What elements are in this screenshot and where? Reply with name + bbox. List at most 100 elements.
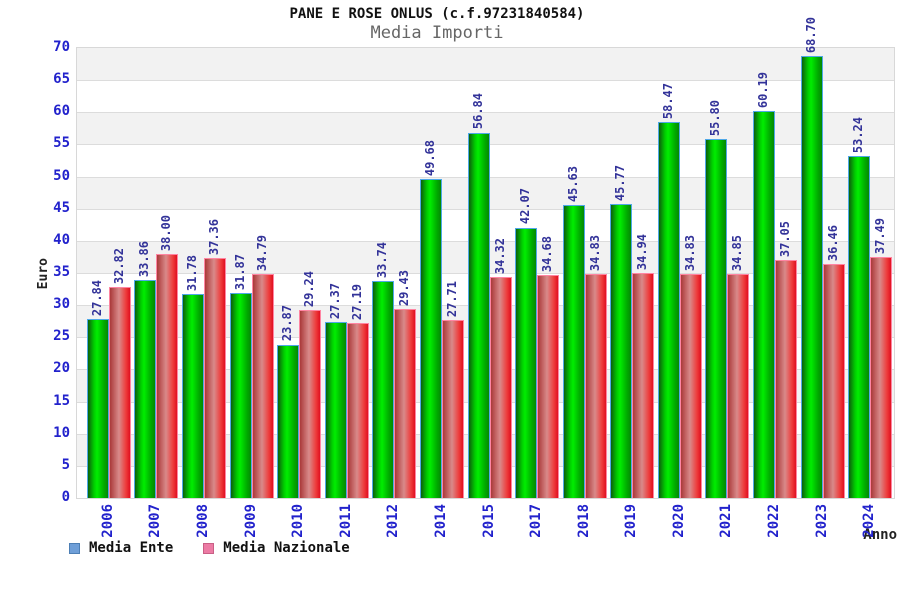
bar-value-label: 31.87: [232, 254, 247, 291]
x-tick-label: 2024: [861, 504, 878, 538]
legend-label-media-ente: Media Ente: [89, 540, 174, 556]
bar-value-label: 34.79: [254, 235, 269, 272]
x-tick-label: 2023: [813, 504, 830, 538]
y-tick-label: 40: [53, 231, 70, 248]
bar-value-label: 29.24: [302, 270, 317, 308]
y-tick-label: 20: [53, 360, 70, 377]
x-tick-label: 2006: [99, 504, 116, 538]
bar-media-nazionale: [108, 287, 131, 498]
bar-value-label: 27.71: [444, 280, 459, 317]
x-tick-label: 2018: [575, 504, 592, 538]
bar-media-ente: [229, 293, 252, 498]
bar-media-nazionale: [537, 275, 560, 498]
bar-value-label: 29.43: [397, 269, 412, 306]
bar-media-nazionale: [584, 274, 607, 498]
bar-media-nazionale: [727, 273, 750, 498]
bar-media-ente: [515, 227, 538, 498]
bar-value-label: 27.37: [327, 282, 342, 320]
x-tick-label: 2017: [528, 504, 545, 538]
bar-media-nazionale: [346, 323, 369, 498]
y-tick-label: 50: [53, 167, 70, 184]
x-tick-label: 2022: [766, 504, 783, 538]
x-tick-label: 2009: [242, 504, 259, 538]
bar-value-label: 56.84: [470, 93, 485, 130]
gridline: [77, 80, 894, 82]
bar-media-ente: [657, 122, 680, 498]
y-tick-label: 65: [53, 71, 70, 88]
bar-value-label: 31.78: [184, 254, 199, 291]
plot-area: 27.84 32.82 33.86 38.00 31.78 37.36 31.87 34.79…: [76, 17, 895, 499]
y-tick-label: 0: [61, 489, 70, 505]
bar-media-ente: [753, 111, 776, 498]
bar-value-label: 32.82: [111, 247, 126, 285]
x-tick-label: 2008: [194, 504, 211, 538]
bar-media-nazionale: [870, 257, 893, 498]
bar-value-label: 34.68: [540, 235, 555, 273]
bar-value-label: 68.70: [803, 17, 818, 54]
legend-swatch-media-nazionale: [203, 542, 215, 554]
bar-value-label: 45.77: [613, 164, 628, 201]
legend: Media Ente Media Nazionale: [69, 540, 350, 556]
bar-value-label: 34.94: [635, 234, 650, 271]
bar-value-label: 36.46: [825, 224, 840, 261]
bar-value-label: 34.85: [730, 234, 745, 271]
bar-value-label: 38.00: [159, 214, 174, 251]
bar-media-ente: [277, 344, 300, 498]
y-tick-label: 70: [53, 39, 70, 55]
bar-media-nazionale: [251, 274, 274, 498]
bar-value-label: 34.32: [492, 238, 507, 275]
bar-value-label: 60.19: [756, 71, 771, 109]
y-tick-label: 15: [53, 392, 70, 409]
bar-media-nazionale: [203, 257, 226, 498]
x-tick-label: 2015: [480, 504, 497, 538]
bar-media-nazionale: [299, 310, 322, 498]
bar-value-label: 49.68: [422, 139, 437, 176]
bar-media-ente: [86, 319, 109, 498]
x-tick-label: 2011: [337, 504, 354, 538]
bar-value-label: 45.63: [565, 165, 580, 202]
x-tick-label: 2020: [670, 504, 687, 538]
bar-value-label: 53.24: [851, 116, 866, 153]
bar-media-nazionale: [394, 308, 417, 498]
bar-media-ente: [134, 280, 157, 498]
x-tick-label: 2010: [290, 504, 307, 538]
bar-media-ente: [705, 139, 728, 498]
legend-label-media-nazionale: Media Nazionale: [223, 540, 350, 556]
bar-media-nazionale: [632, 273, 655, 498]
legend-swatch-media-ente: [69, 542, 80, 554]
bar-media-nazionale: [489, 277, 512, 498]
y-tick-label: 60: [53, 103, 70, 120]
x-tick-label: 2021: [718, 504, 735, 538]
x-axis-title: Anno: [863, 527, 897, 543]
x-tick-label: 2012: [385, 504, 402, 538]
chart-subtitle: Media Importi: [370, 23, 504, 43]
y-tick-label: 35: [53, 264, 70, 280]
bar-value-label: 33.86: [137, 241, 152, 278]
bar-value-label: 55.80: [708, 100, 723, 137]
legend-item-media-nazionale: Media Nazionale: [203, 540, 350, 556]
bar-value-label: 37.49: [873, 217, 888, 254]
bar-media-nazionale: [775, 259, 798, 498]
bar-media-ente: [610, 203, 633, 498]
y-tick-label: 45: [53, 199, 70, 216]
bar-value-label: 37.36: [206, 218, 221, 255]
y-tick-label: 25: [53, 328, 70, 345]
bar-value-label: 27.19: [349, 284, 364, 321]
bar-media-nazionale: [822, 263, 845, 498]
bar-media-nazionale: [156, 253, 179, 498]
bar-value-label: 34.83: [682, 234, 697, 272]
bar-value-label: 42.07: [518, 188, 533, 225]
bar-media-ente: [419, 178, 442, 498]
bar-media-ente: [324, 322, 347, 498]
y-tick-label: 10: [53, 424, 70, 441]
bar-media-ente: [848, 155, 871, 498]
legend-item-media-ente: Media Ente: [69, 540, 173, 556]
bar-value-label: 33.74: [375, 241, 390, 279]
chart-title: PANE E ROSE ONLUS (c.f.97231840584): [289, 6, 585, 22]
bar-media-ente: [372, 281, 395, 498]
x-tick-label: 2019: [623, 504, 640, 538]
bar-media-ente: [800, 56, 823, 498]
bar-value-label: 27.84: [89, 279, 104, 317]
bar-media-ente: [467, 132, 490, 498]
